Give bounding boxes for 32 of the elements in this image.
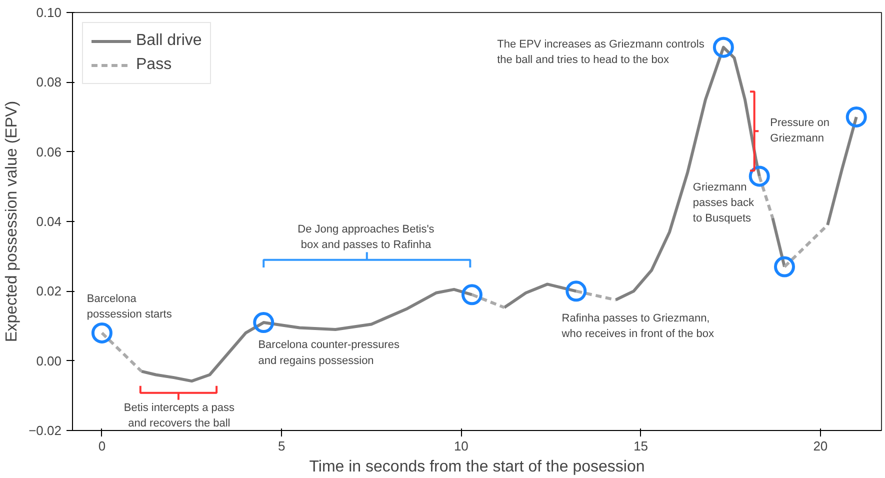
y-tick-label: 0.04 <box>36 214 62 229</box>
point <box>774 256 796 278</box>
annotation: Rafinha passes to Griezmann, who receives in front of the box <box>560 312 715 340</box>
y-tick-label: 0.10 <box>36 5 62 20</box>
annotation: Betis intercepts a pass and recovers the ball <box>124 402 236 430</box>
y-tick-label: 0.02 <box>36 284 62 299</box>
annotation: The EPV increases as Griezmann controls the ball and tries to head to the box <box>497 38 705 66</box>
annotation: Barcelona counter-pressures and regains possession <box>258 339 400 367</box>
point <box>91 322 112 344</box>
annotation: Barcelona possession starts <box>86 292 172 321</box>
x-axis-title: Time in seconds from the start of the posession <box>309 458 645 476</box>
y-tick-label: 0.08 <box>36 74 62 90</box>
annotation: De Jong approaches Betis's box and passes to Rafinha <box>298 224 435 252</box>
y-tick-label: 0.06 <box>36 144 62 160</box>
x-tick-label: 20 <box>813 438 828 454</box>
legend-label: Ball drive <box>136 32 202 50</box>
annotation: Griezmann passes back to Busquets <box>692 181 755 225</box>
point <box>253 312 274 333</box>
point <box>566 280 587 302</box>
point <box>846 106 867 128</box>
y-axis-title: Expected possession value (EPV) <box>4 100 21 342</box>
point <box>712 36 734 58</box>
y-tick-label: −0.02 <box>28 423 62 438</box>
x-tick-label: 0 <box>98 438 106 454</box>
x-tick-label: 5 <box>278 438 286 454</box>
point <box>461 284 482 306</box>
annotation: Pressure on Griezmann <box>770 117 830 145</box>
x-tick-label: 10 <box>454 438 468 454</box>
y-tick-label: 0.00 <box>36 353 62 368</box>
point <box>748 166 770 187</box>
x-tick-label: 15 <box>634 438 648 454</box>
legend-label: Pass <box>136 56 172 74</box>
